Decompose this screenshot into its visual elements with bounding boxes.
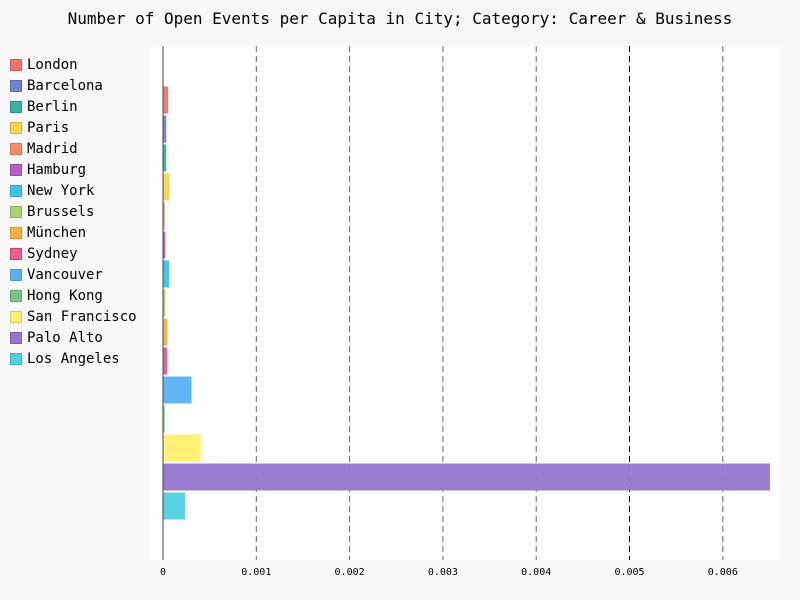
legend-label: München [27,224,87,241]
chart-title: Number of Open Events per Capita in City… [67,9,733,28]
legend-swatch [10,184,22,197]
legend-swatch [10,79,22,92]
legend-label: Los Angeles [27,350,120,367]
legend-label: Paris [27,119,70,136]
legend-item[interactable]: San Francisco [10,306,137,327]
legend-swatch [10,289,22,302]
legend-swatch [10,247,22,260]
legend-swatch [10,331,22,344]
x-tick-label: 0.003 [428,567,458,578]
bar-m-nchen[interactable] [162,318,168,346]
legend-item[interactable]: Palo Alto [10,327,137,348]
legend-label: Brussels [27,203,95,220]
legend-swatch [10,352,22,365]
legend-swatch [10,100,22,113]
legend-item[interactable]: London [10,54,137,75]
legend-swatch [10,268,22,281]
x-tick-label: 0.004 [521,567,551,578]
legend-swatch [10,226,22,239]
x-tick-label: 0.005 [614,567,644,578]
legend-label: Barcelona [27,77,103,94]
legend-label: New York [27,182,95,199]
legend-item[interactable]: Vancouver [10,264,137,285]
legend-item[interactable]: Brussels [10,201,137,222]
legend-label: Hamburg [27,161,87,178]
bar-los-angeles[interactable] [162,492,185,520]
legend-item[interactable]: Los Angeles [10,348,137,369]
legend-swatch [10,310,22,323]
legend-label: Hong Kong [27,287,103,304]
legend-swatch [10,121,22,134]
legend-label: Berlin [27,98,78,115]
bar-sydney[interactable] [162,347,168,375]
legend-label: Palo Alto [27,329,103,346]
x-tick-label: 0.006 [708,567,738,578]
bar-san-francisco[interactable] [162,434,201,462]
legend-item[interactable]: Hong Kong [10,285,137,306]
bar-london[interactable] [162,86,169,114]
legend-item[interactable]: Barcelona [10,75,137,96]
legend-label: London [27,56,78,73]
x-tick-label: 0 [160,567,166,578]
bar-palo-alto[interactable] [162,463,770,491]
legend-item[interactable]: Sydney [10,243,137,264]
legend: London Barcelona Berlin Paris Madrid Hamburg N… [10,54,137,369]
legend-label: Sydney [27,245,78,262]
legend-item[interactable]: Hamburg [10,159,137,180]
legend-label: Madrid [27,140,78,157]
bar-vancouver[interactable] [162,376,192,404]
legend-swatch [10,205,22,218]
legend-label: Vancouver [27,266,103,283]
legend-swatch [10,58,22,71]
legend-swatch [10,163,22,176]
legend-item[interactable]: Paris [10,117,137,138]
bar-new-york[interactable] [162,260,170,288]
legend-item[interactable]: Madrid [10,138,137,159]
legend-item[interactable]: New York [10,180,137,201]
legend-item[interactable]: Berlin [10,96,137,117]
bar-paris[interactable] [162,173,170,201]
legend-swatch [10,142,22,155]
legend-item[interactable]: München [10,222,137,243]
legend-label: San Francisco [27,308,137,325]
x-tick-label: 0.002 [335,567,365,578]
x-tick-label: 0.001 [241,567,271,578]
